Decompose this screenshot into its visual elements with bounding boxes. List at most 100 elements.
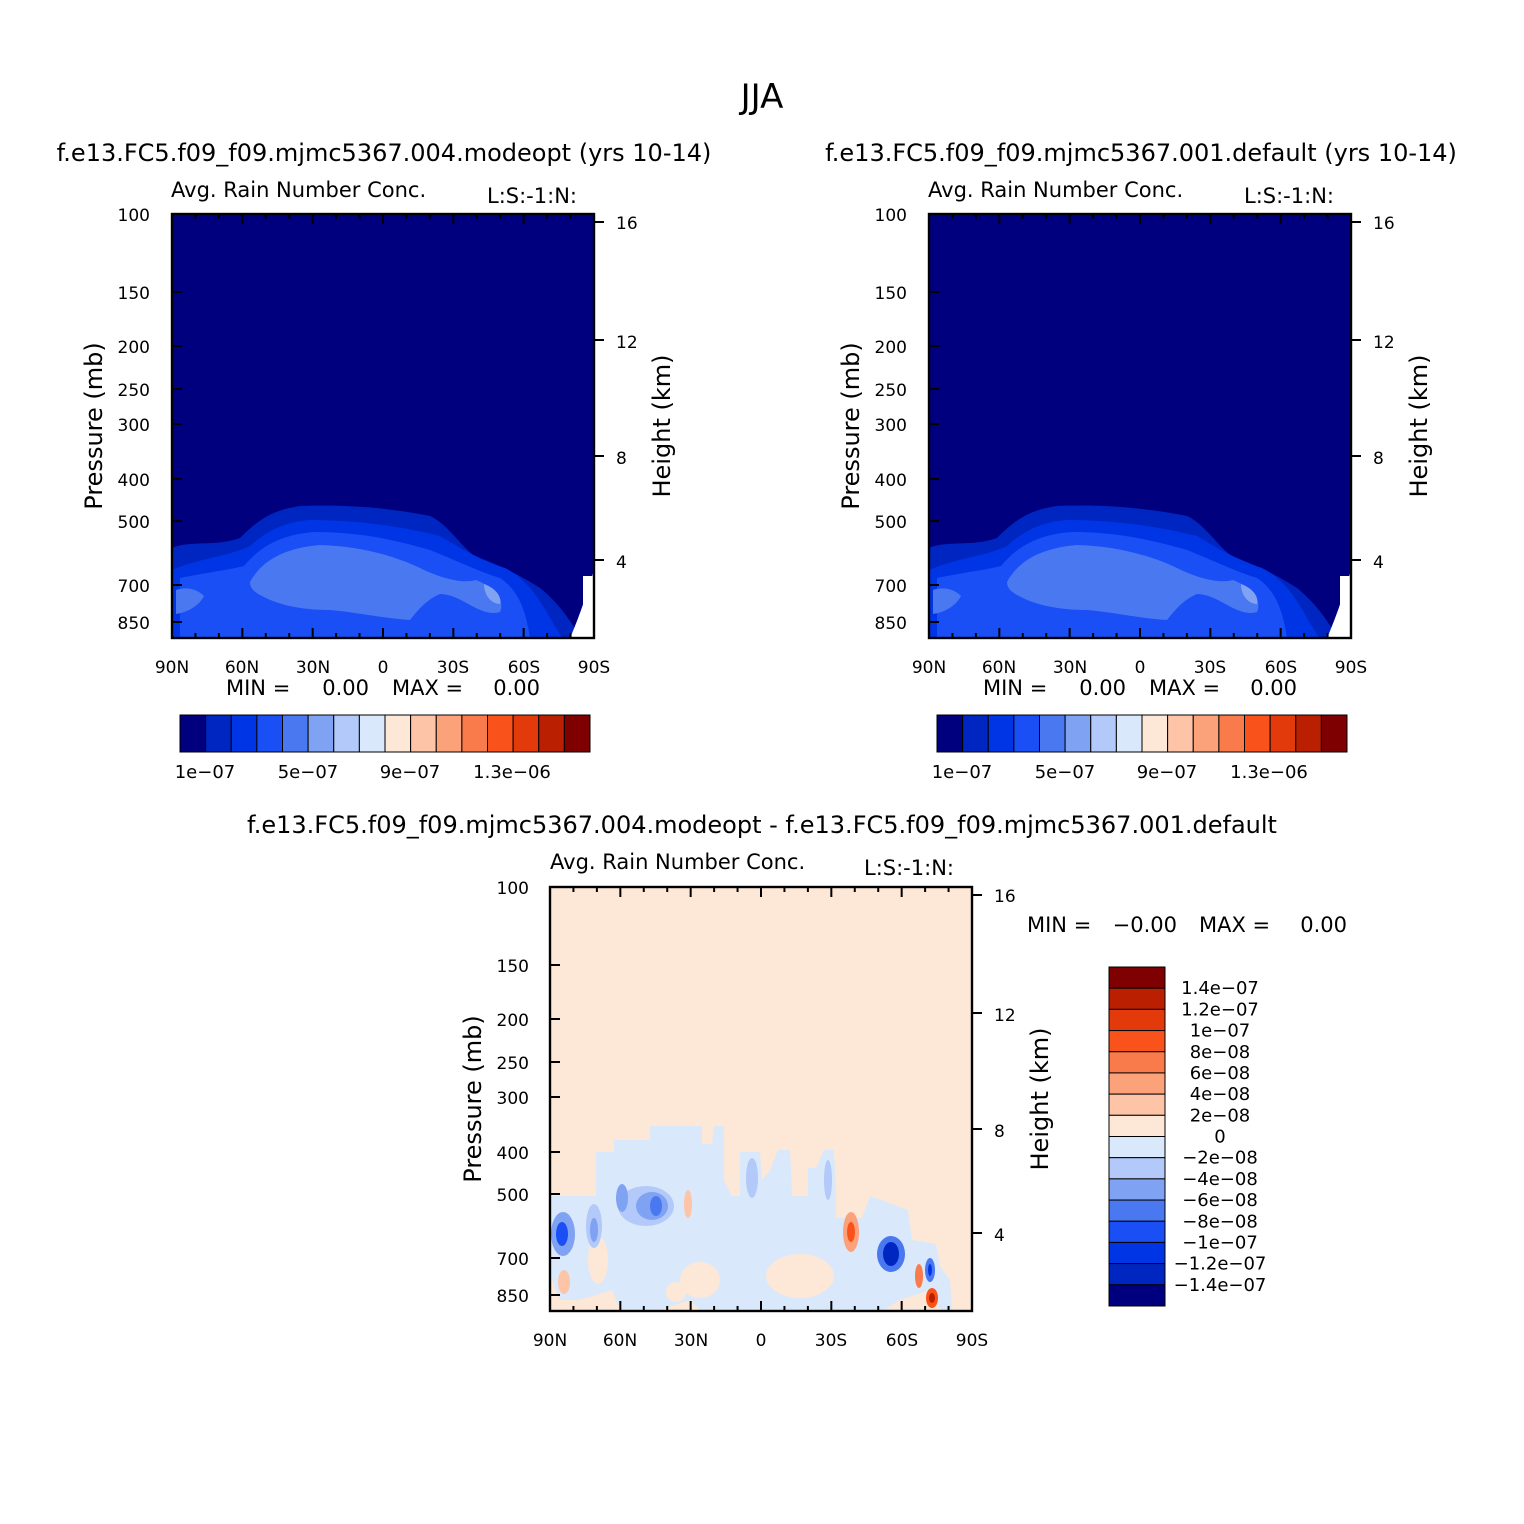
colorbar-labels: 1.4e−07 1.2e−07 1e−07 8e−08 6e−08 4e−08 … <box>1174 978 1267 1296</box>
y-tick-label: 200 <box>875 338 907 358</box>
neg-cell <box>746 1158 758 1198</box>
colorbar <box>179 714 591 753</box>
code-label: L:S:-1:N: <box>1244 184 1334 208</box>
y2-tick-label: 4 <box>616 553 627 573</box>
colorbar-swatch <box>1141 714 1169 753</box>
pos-cell <box>684 1190 692 1218</box>
max-value: 0.00 <box>1300 913 1347 937</box>
colorbar-label: −1e−07 <box>1182 1232 1258 1253</box>
y-tick-label: 300 <box>875 416 907 436</box>
pos-cell <box>680 1262 720 1298</box>
colorbar-label: 5e−07 <box>278 762 339 783</box>
colorbar-label: 4e−08 <box>1190 1084 1251 1105</box>
colorbar-label: −8e−08 <box>1182 1211 1258 1232</box>
y-tick-label: 700 <box>497 1250 529 1270</box>
colorbar-label: −1.2e−07 <box>1174 1254 1267 1275</box>
colorbar-swatch <box>1064 714 1092 753</box>
y-tick-label: 400 <box>118 471 150 491</box>
case-title: f.e13.FC5.f09_f09.mjmc5367.004.modeopt -… <box>247 811 1277 839</box>
panel-top-left: f.e13.FC5.f09_f09.mjmc5367.004.modeopt (… <box>57 139 712 783</box>
y2-tick-label: 12 <box>616 333 638 353</box>
neg-cell <box>556 1222 568 1246</box>
y-axis-label: Pressure (mb) <box>837 342 865 509</box>
y-tick-label: 700 <box>118 577 150 597</box>
y-axis-label: Pressure (mb) <box>80 342 108 509</box>
y-tick-label: 200 <box>118 338 150 358</box>
y-tick-label: 100 <box>118 206 150 226</box>
y-tick-label: 850 <box>497 1287 529 1307</box>
pos-cell <box>847 1222 855 1242</box>
x-tick-label: 30N <box>1053 658 1087 678</box>
pressure-tick-labels: 100 150 200 250 300 400 500 700 850 <box>875 206 907 634</box>
y-tick-label: 850 <box>118 614 150 634</box>
colorbar-label: 5e−07 <box>1035 762 1096 783</box>
y-tick-label: 150 <box>497 957 529 977</box>
max-value: 0.00 <box>1250 676 1297 700</box>
y2-tick-label: 4 <box>1373 553 1384 573</box>
x-tick-label: 30N <box>674 1331 708 1351</box>
colorbar-label: 1.3e−06 <box>473 762 551 783</box>
neg-cell <box>883 1242 899 1266</box>
y-tick-label: 850 <box>875 614 907 634</box>
x-tick-label: 90S <box>956 1331 988 1351</box>
y-tick-label: 300 <box>497 1089 529 1109</box>
colorbar-swatch <box>435 714 463 753</box>
colorbar <box>936 714 1348 753</box>
colorbar-swatch <box>1192 714 1220 753</box>
colorbar-label: 1e−07 <box>932 762 993 783</box>
colorbar-swatch <box>1108 1284 1166 1307</box>
colorbar-swatch <box>1108 1178 1166 1201</box>
contour-band-level-5 <box>250 545 502 620</box>
y-tick-label: 400 <box>497 1144 529 1164</box>
x-tick-label: 90N <box>155 658 189 678</box>
y-tick-label: 250 <box>875 381 907 401</box>
x-tick-label: 60N <box>982 658 1016 678</box>
colorbar-label: 1.2e−07 <box>1181 999 1259 1020</box>
neg-cell <box>616 1184 628 1212</box>
y-tick-label: 100 <box>875 206 907 226</box>
colorbar-label: 2e−08 <box>1190 1105 1251 1126</box>
panel-difference: f.e13.FC5.f09_f09.mjmc5367.004.modeopt -… <box>247 811 1347 1351</box>
colorbar-swatch <box>538 714 565 753</box>
code-label: L:S:-1:N: <box>487 184 577 208</box>
colorbar-label: 9e−07 <box>380 762 441 783</box>
min-label: MIN = <box>1027 913 1091 937</box>
colorbar-swatch <box>1108 1263 1166 1286</box>
x-tick-label: 30S <box>1194 658 1226 678</box>
y-tick-label: 500 <box>497 1186 529 1206</box>
colorbar-swatch <box>179 714 207 753</box>
axis-ticks <box>171 213 604 638</box>
x-tick-label: 60S <box>508 658 540 678</box>
y-tick-label: 500 <box>875 513 907 533</box>
colorbar-swatch <box>1320 714 1348 753</box>
min-max: MIN = 0.00 MAX = 0.00 <box>983 676 1297 700</box>
x-tick-label: 60N <box>603 1331 637 1351</box>
y-tick-label: 100 <box>497 879 529 899</box>
y-tick-label: 150 <box>118 284 150 304</box>
x-tick-labels: 90N 60N 30N 0 30S 60S 90S <box>533 1331 988 1351</box>
min-max: MIN = 0.00 MAX = 0.00 <box>226 676 540 700</box>
x-tick-label: 90N <box>533 1331 567 1351</box>
y-tick-label: 250 <box>118 381 150 401</box>
pressure-tick-labels: 100 150 200 250 300 400 500 700 850 <box>118 206 150 634</box>
colorbar-swatch <box>282 714 309 753</box>
y2-tick-label: 16 <box>994 887 1016 907</box>
colorbar-label: 6e−08 <box>1190 1063 1251 1084</box>
colorbar-swatch <box>487 714 514 753</box>
colorbar-swatch <box>1108 966 1166 989</box>
colorbar-swatch <box>1090 714 1117 753</box>
neg-cell <box>928 1264 932 1276</box>
y2-tick-label: 16 <box>616 214 638 234</box>
y-tick-label: 300 <box>118 416 150 436</box>
y2-tick-label: 12 <box>994 1006 1016 1026</box>
y2-tick-label: 8 <box>616 449 627 469</box>
height-tick-labels: 16 12 8 4 <box>994 887 1016 1246</box>
y-tick-label: 150 <box>875 284 907 304</box>
colorbar-swatch <box>1108 1241 1166 1265</box>
variable-title: Avg. Rain Number Conc. <box>928 178 1183 202</box>
min-value: −0.00 <box>1113 913 1177 937</box>
colorbar-label: −1.4e−07 <box>1174 1275 1267 1296</box>
contour-band-level-5 <box>1007 545 1259 620</box>
colorbar-label: −4e−08 <box>1182 1169 1258 1190</box>
below-ground-mask-edge <box>1327 570 1351 638</box>
